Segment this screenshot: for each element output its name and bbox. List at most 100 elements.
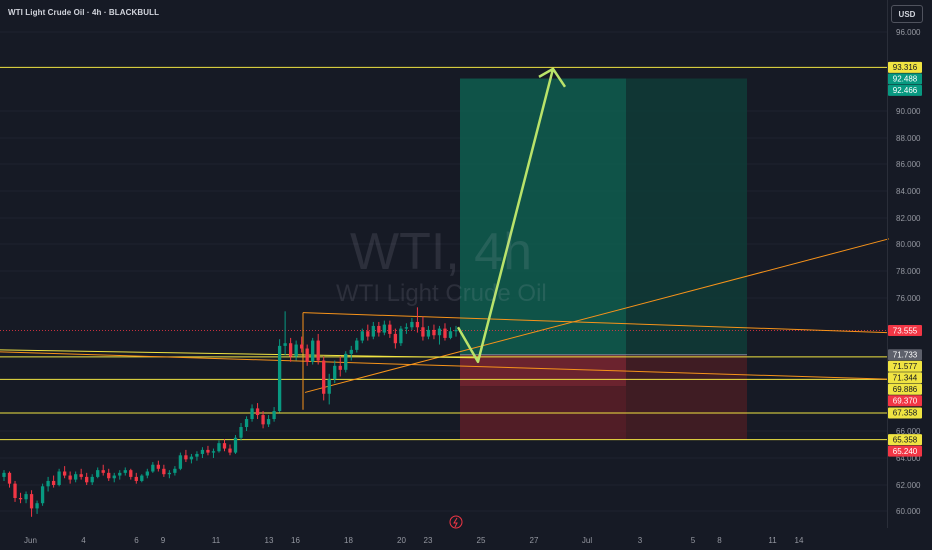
price-axis[interactable]: 96.000 90.000 88.000 86.000 84.000 82.000 80.0… <box>896 28 921 516</box>
price-tick-label: 84.000 <box>896 187 921 196</box>
price-label-text: 73.555 <box>893 326 918 335</box>
candle-body <box>266 419 271 425</box>
currency-button[interactable]: USD <box>891 5 923 23</box>
candle-body <box>211 451 216 453</box>
price-label: 73.555 <box>888 325 922 337</box>
price-label-text: 67.358 <box>893 409 918 418</box>
price-label-text: 65.358 <box>893 435 918 444</box>
time-tick-label: Jul <box>582 536 592 545</box>
candle-body <box>90 476 94 483</box>
resistance-trendline <box>302 312 888 334</box>
candle-body <box>24 494 28 500</box>
price-label-bg <box>888 407 922 419</box>
time-tick-label: 3 <box>638 536 643 545</box>
candle-body <box>300 344 304 349</box>
projection-arrow-path <box>456 68 555 364</box>
candle-body <box>338 365 342 370</box>
price-label: 69.370 <box>888 395 922 407</box>
candle-body <box>305 348 309 362</box>
time-axis[interactable]: 30Jun4691113161820232527Jul3581114 <box>0 515 804 545</box>
candle-body <box>244 419 249 428</box>
price-label-bg <box>888 349 922 361</box>
candle-body <box>382 324 386 333</box>
candle-body <box>272 411 276 420</box>
candle-body <box>129 470 133 477</box>
price-label-bg <box>888 360 922 372</box>
watermark-name: WTI Light Crude Oil <box>336 280 547 307</box>
price-label-bg <box>888 434 922 446</box>
candle-body <box>112 475 116 479</box>
time-tick-label: 11 <box>212 536 221 545</box>
candle-body <box>360 331 364 341</box>
candle-body <box>140 475 144 481</box>
trend-lines <box>0 238 890 410</box>
time-tick-label: Jun <box>24 536 37 545</box>
candle-body <box>156 464 160 469</box>
price-label-text: 93.316 <box>893 63 918 72</box>
time-tick-label: 4 <box>81 536 86 545</box>
time-tick-label: 27 <box>530 536 539 545</box>
lightning-icon-ring <box>449 515 463 529</box>
price-label-text: 71.577 <box>893 362 918 371</box>
candle-body <box>85 476 89 483</box>
candle-body <box>393 333 398 344</box>
candle-body <box>51 480 56 485</box>
candle-body <box>250 408 254 420</box>
price-tick-label: 66.000 <box>896 427 921 436</box>
candle-body <box>40 486 45 504</box>
candle-body <box>432 329 436 336</box>
candle-body <box>371 325 375 337</box>
candle-body <box>62 471 67 476</box>
candle-body <box>2 472 6 477</box>
candle-body <box>101 470 105 473</box>
candle-body <box>173 468 177 473</box>
price-tick-label: 64.000 <box>896 454 921 463</box>
candle-body <box>200 449 205 454</box>
price-label: 65.240 <box>888 445 922 457</box>
candle-body <box>288 343 293 357</box>
time-tick-label: 14 <box>795 536 804 545</box>
candle-body <box>46 480 50 487</box>
candle-body <box>437 328 442 336</box>
price-label-text: 71.733 <box>893 351 918 360</box>
price-label-text: 69.370 <box>893 397 918 406</box>
price-tick-label: 86.000 <box>896 160 921 169</box>
price-label-bg <box>888 395 922 407</box>
candle-body <box>327 379 331 394</box>
candle-body <box>195 453 199 457</box>
price-tick-label: 80.000 <box>896 240 921 249</box>
candle-body <box>35 503 39 509</box>
time-tick-label: 23 <box>424 536 433 545</box>
candle-body <box>421 327 425 337</box>
price-label: 92.488 <box>888 73 922 85</box>
candle-body <box>178 455 183 469</box>
time-tick-label: 16 <box>291 536 300 545</box>
support-trendline <box>0 351 888 380</box>
candle-body <box>228 448 232 453</box>
price-label-bg <box>888 445 922 457</box>
projection-arrow <box>456 67 567 364</box>
price-label-text: 92.488 <box>893 75 918 84</box>
candle-body <box>29 494 34 509</box>
candle-body <box>233 437 238 453</box>
support-trendline-upper <box>0 349 481 359</box>
candle-body <box>222 443 227 449</box>
candle-body <box>7 472 12 484</box>
candle-body <box>349 349 353 354</box>
candle-body <box>206 449 210 453</box>
candle-body <box>333 365 337 380</box>
time-tick-label: 9 <box>161 536 166 545</box>
price-label-text: 65.240 <box>893 447 918 456</box>
candle-body <box>316 340 320 361</box>
candle-body <box>388 324 392 334</box>
price-label-text: 92.466 <box>893 86 918 95</box>
price-label: 93.316 <box>888 61 922 73</box>
lightning-icon <box>449 515 463 529</box>
price-tick-label: 62.000 <box>896 481 921 490</box>
candle-body <box>79 474 83 477</box>
rising-trendline <box>304 238 890 393</box>
time-tick-label: 8 <box>717 536 722 545</box>
candle-body <box>134 476 138 481</box>
candle-body <box>355 340 359 350</box>
